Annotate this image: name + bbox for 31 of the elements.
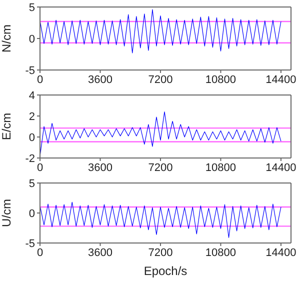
x-tick-label: 3600 [88,74,112,86]
y-axis-title: U/cm [0,199,14,227]
x-tick-label: 3600 [88,246,112,259]
x-tick-label: 0 [36,74,44,86]
x-tick-label: 10800 [205,246,236,259]
x-axis-title: Epoch/s [144,264,188,278]
x-tick-label: 0 [36,162,44,174]
x-tick-label: 0 [36,246,44,259]
x-tick-label: 14400 [266,246,296,259]
y-tick-label: -5 [25,238,35,250]
y-tick-label: 5 [28,178,35,190]
y-tick-label: 0 [28,132,35,144]
y-tick-label: -5 [25,64,35,77]
x-tick-label: 14400 [266,74,296,86]
line-series [40,202,282,238]
y-tick-label: 0 [28,33,35,46]
line-series [40,9,282,54]
y-tick-label: 4 [28,90,35,102]
y-tick-label: 0 [28,208,35,220]
x-tick-label: 10800 [205,162,236,174]
x-tick-label: 7200 [148,74,173,86]
x-tick-label: 14400 [266,162,296,174]
x-tick-label: 10800 [205,74,236,86]
y-tick-label: -2 [25,152,35,165]
y-axis-title: E/cm [0,112,14,140]
y-axis-title: N/cm [0,24,14,52]
x-tick-label: 7200 [148,246,173,259]
x-tick-label: 7200 [148,162,173,174]
y-tick-label: 2 [28,110,35,123]
x-tick-label: 3600 [88,162,112,174]
y-tick-label: 5 [28,2,35,14]
